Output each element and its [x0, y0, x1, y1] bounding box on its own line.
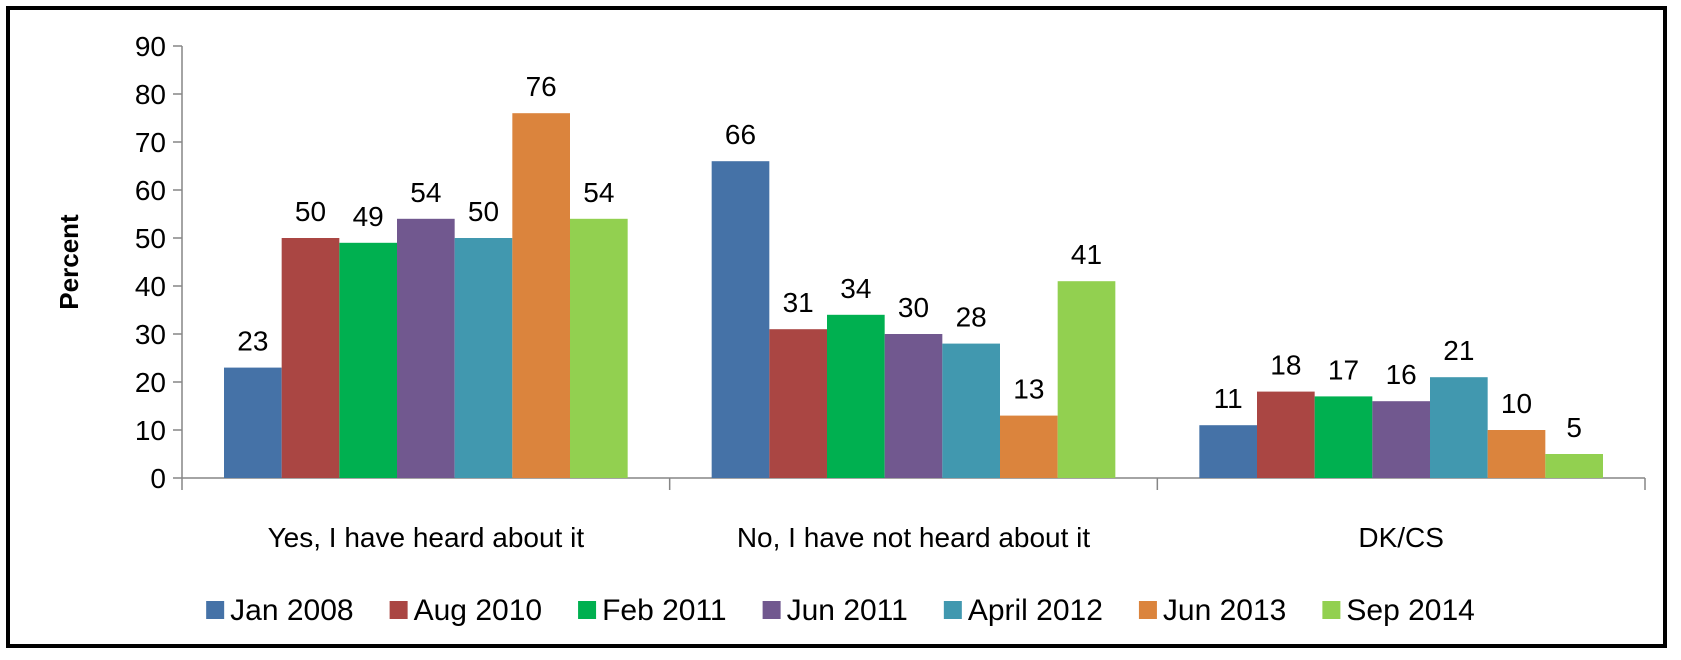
bar — [1430, 377, 1488, 478]
legend-item: Feb 2011 — [578, 594, 727, 627]
data-label: 34 — [840, 273, 871, 304]
bar — [884, 334, 943, 478]
legend-label: Jun 2011 — [787, 594, 908, 627]
bar — [942, 343, 1000, 478]
legend-label: Aug 2010 — [414, 594, 542, 627]
legend-label: Jan 2008 — [230, 594, 353, 627]
legend-swatch — [943, 601, 962, 619]
legend-item: Jun 2013 — [1138, 594, 1286, 627]
x-tick-label: DK/CS — [1358, 522, 1444, 553]
bar — [397, 218, 455, 479]
legend-item: Aug 2010 — [389, 594, 542, 627]
bar — [1545, 454, 1603, 478]
y-tick-label: 0 — [150, 463, 166, 494]
y-tick-label: 60 — [135, 175, 166, 206]
data-label: 17 — [1328, 354, 1359, 385]
y-tick-label: 80 — [135, 79, 166, 110]
data-label: 50 — [468, 196, 499, 227]
legend-label: Sep 2014 — [1346, 594, 1474, 627]
bar — [1372, 401, 1430, 478]
bar — [1057, 281, 1116, 478]
y-tick-label: 50 — [135, 223, 166, 254]
chart-bars — [224, 113, 1603, 479]
data-label: 10 — [1501, 388, 1532, 419]
data-label: 54 — [410, 177, 441, 208]
y-tick-label: 70 — [135, 127, 166, 158]
legend-swatch — [389, 601, 408, 619]
bar — [1487, 430, 1546, 478]
legend-swatch — [762, 601, 781, 619]
legend-label: Jun 2013 — [1163, 594, 1286, 627]
data-label: 50 — [295, 196, 326, 227]
data-label: 23 — [237, 326, 268, 357]
data-label: 30 — [898, 292, 929, 323]
data-label: 5 — [1566, 412, 1582, 443]
data-label: 11 — [1214, 383, 1243, 414]
data-label: 18 — [1270, 350, 1301, 381]
data-label: 13 — [1013, 374, 1044, 405]
bar — [1199, 425, 1257, 478]
x-tick-label: No, I have not heard about it — [737, 522, 1091, 553]
data-label: 54 — [583, 177, 614, 208]
bar — [1000, 415, 1058, 478]
legend-item: Sep 2014 — [1322, 594, 1475, 627]
legend-swatch — [578, 601, 597, 619]
data-label: 41 — [1071, 239, 1102, 270]
data-label: 28 — [956, 302, 987, 333]
legend-item: Jan 2008 — [206, 594, 354, 627]
legend-swatch — [1138, 601, 1157, 619]
bar — [827, 314, 885, 478]
x-tick-label: Yes, I have heard about it — [268, 522, 585, 553]
bar — [454, 238, 513, 478]
chart-legend: Jan 2008 Aug 2010 Feb 2011 Jun 2011 April 20… — [206, 594, 1475, 627]
legend-label: April 2012 — [968, 594, 1103, 627]
data-label: 21 — [1443, 335, 1474, 366]
y-axis-label: Percent — [54, 214, 84, 310]
bar — [224, 367, 282, 478]
chart-data-labels: 23 66 11 50 31 18 49 34 17 54 30 16 50 28 21 76 13 10 54 41… — [237, 71, 1582, 443]
y-tick-label: 90 — [135, 31, 166, 62]
y-tick-label: 30 — [135, 319, 166, 350]
bar — [1314, 396, 1373, 478]
data-label: 66 — [725, 119, 756, 150]
legend-swatch — [1322, 601, 1341, 619]
y-tick-label: 10 — [135, 415, 166, 446]
bar — [281, 238, 340, 478]
data-label: 16 — [1386, 359, 1417, 390]
bar — [339, 242, 397, 478]
legend-label: Feb 2011 — [602, 594, 727, 627]
bar — [1257, 391, 1315, 478]
legend-item: April 2012 — [943, 594, 1103, 627]
y-tick-label: 40 — [135, 271, 166, 302]
bar — [570, 218, 628, 479]
bar — [769, 329, 827, 478]
legend-item: Jun 2011 — [762, 594, 908, 627]
y-tick-label: 20 — [135, 367, 166, 398]
data-label: 76 — [526, 71, 557, 102]
data-label: 31 — [783, 287, 814, 318]
bar — [711, 161, 770, 478]
data-label: 49 — [353, 201, 384, 232]
bar — [512, 113, 570, 478]
legend-swatch — [206, 601, 225, 619]
